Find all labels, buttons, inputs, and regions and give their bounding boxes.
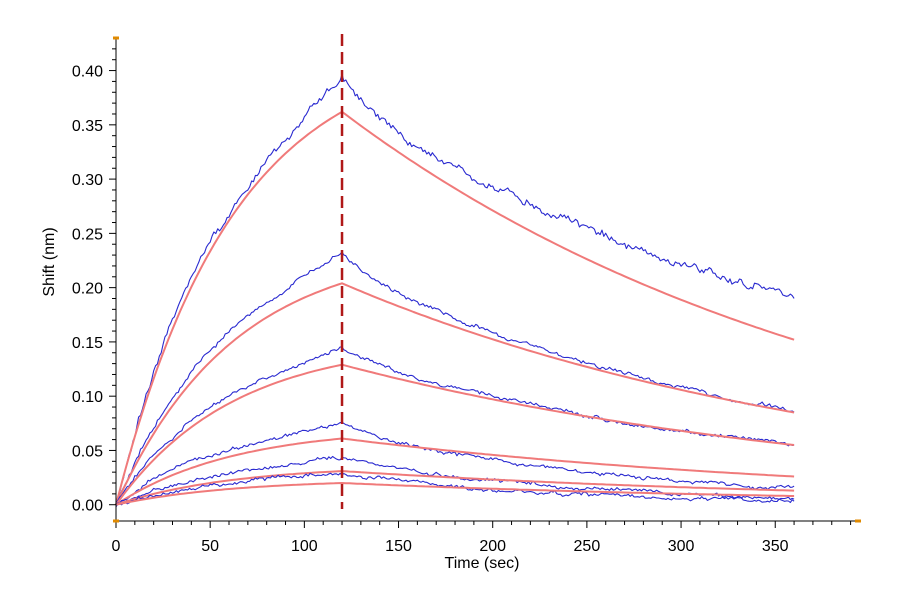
series-line-fit-5 — [115, 470, 795, 506]
series-line-raw-6 — [115, 472, 795, 508]
series-line-raw-2 — [115, 251, 795, 507]
y-tick-label: 0.10 — [72, 389, 103, 406]
y-tick-label: 0.20 — [72, 281, 103, 298]
series-line-fit-6 — [115, 482, 795, 506]
series-line-fit-1 — [115, 110, 795, 505]
plot-area — [115, 34, 795, 509]
y-tick-label: 0.00 — [72, 498, 103, 515]
x-tick-label: 150 — [385, 538, 412, 555]
y-tick-label: 0.30 — [72, 172, 103, 189]
x-tick-label: 350 — [762, 538, 789, 555]
y-tick-label: 0.35 — [72, 118, 103, 135]
series-line-raw-3 — [115, 346, 795, 504]
y-tick-label: 0.05 — [72, 443, 103, 460]
y-ticks — [109, 48, 116, 506]
x-tick-label: 200 — [479, 538, 506, 555]
x-tick-labels: 0 50 100 150 200 250 300 350 — [112, 538, 789, 555]
y-tick-labels: 0.00 0.05 0.10 0.15 0.20 0.25 0.30 0.35 0.40 — [72, 64, 103, 515]
x-tick-label: 0 — [112, 538, 121, 555]
y-tick-label: 0.15 — [72, 335, 103, 352]
x-tick-label: 250 — [574, 538, 601, 555]
x-ticks — [115, 521, 852, 528]
axes: 0 50 100 150 200 250 300 350 0.000.050.100.150.… — [41, 36, 861, 572]
series-line-fit-4 — [115, 437, 795, 506]
x-tick-label: 100 — [291, 538, 318, 555]
series-line-raw-4 — [115, 421, 795, 505]
x-axis-title: Time (sec) — [445, 555, 520, 572]
series-line-fit-3 — [115, 363, 795, 506]
y-tick-label: 0.25 — [72, 226, 103, 243]
axis-markers — [113, 36, 861, 523]
x-tick-label: 300 — [668, 538, 695, 555]
series-line-raw-5 — [115, 455, 795, 505]
x-tick-label: 50 — [201, 538, 219, 555]
series-line-raw-1 — [115, 73, 795, 507]
y-axis-title: Shift (nm) — [41, 227, 58, 296]
y-tick-label: 0.40 — [72, 64, 103, 81]
series-line-fit-2 — [115, 282, 795, 506]
